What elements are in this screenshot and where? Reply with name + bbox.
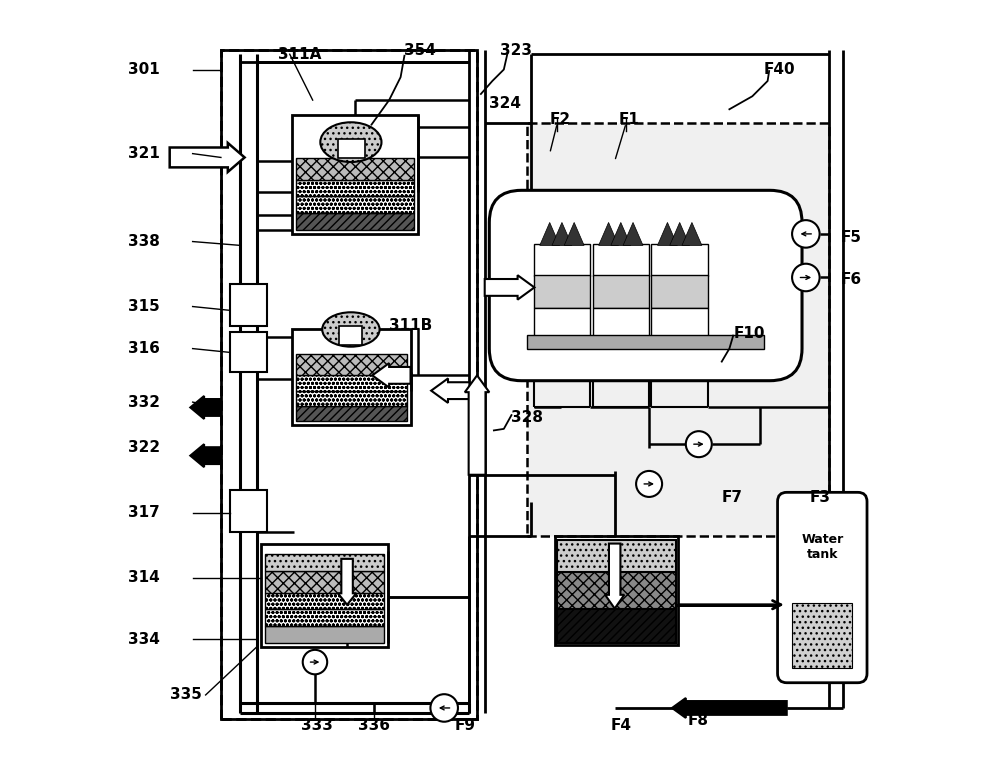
Bar: [651, 244, 708, 276]
Circle shape: [792, 264, 820, 291]
FancyBboxPatch shape: [489, 190, 802, 381]
Circle shape: [303, 650, 327, 674]
Text: F10: F10: [733, 326, 765, 341]
FancyArrow shape: [672, 698, 787, 718]
Polygon shape: [564, 222, 584, 245]
Text: F6: F6: [840, 272, 861, 287]
FancyBboxPatch shape: [778, 493, 867, 683]
Bar: [261, 544, 388, 647]
Bar: [651, 275, 708, 308]
Text: F4: F4: [611, 718, 632, 733]
Polygon shape: [552, 222, 572, 245]
Bar: [557, 540, 676, 574]
Circle shape: [686, 431, 712, 457]
Text: 334: 334: [128, 632, 160, 647]
Bar: [593, 275, 649, 308]
FancyArrow shape: [605, 544, 624, 608]
Bar: [265, 609, 384, 626]
Bar: [265, 555, 384, 571]
Bar: [230, 283, 267, 326]
Circle shape: [430, 694, 458, 722]
Bar: [527, 335, 764, 349]
FancyArrow shape: [431, 378, 469, 403]
Bar: [296, 354, 407, 375]
Bar: [534, 308, 590, 341]
Polygon shape: [599, 222, 619, 245]
Text: 336: 336: [358, 718, 390, 733]
Bar: [296, 159, 414, 179]
Text: F7: F7: [722, 490, 743, 506]
Polygon shape: [658, 222, 677, 245]
Bar: [292, 116, 418, 234]
Text: 316: 316: [128, 341, 160, 356]
Bar: [527, 123, 829, 536]
Bar: [230, 490, 267, 532]
Bar: [792, 603, 852, 668]
Bar: [534, 275, 590, 308]
Text: 332: 332: [128, 394, 160, 410]
Bar: [221, 51, 477, 719]
Text: 328: 328: [511, 410, 543, 425]
Text: F1: F1: [619, 112, 639, 126]
Bar: [593, 308, 649, 341]
Bar: [557, 608, 676, 643]
Text: Water
tank: Water tank: [802, 533, 844, 561]
FancyArrow shape: [372, 363, 411, 388]
FancyArrow shape: [338, 559, 356, 604]
Text: F5: F5: [840, 231, 861, 245]
Text: 311A: 311A: [278, 47, 322, 62]
Bar: [296, 375, 407, 391]
Circle shape: [636, 471, 662, 497]
Bar: [555, 536, 678, 645]
Ellipse shape: [322, 313, 380, 347]
Bar: [296, 213, 414, 230]
FancyArrow shape: [465, 375, 489, 475]
Text: 323: 323: [500, 43, 532, 58]
Bar: [296, 391, 407, 406]
Ellipse shape: [320, 123, 381, 162]
Bar: [534, 244, 590, 276]
Text: F9: F9: [455, 718, 476, 733]
FancyArrow shape: [190, 444, 221, 467]
Polygon shape: [540, 222, 560, 245]
Bar: [221, 51, 477, 719]
Circle shape: [792, 220, 820, 247]
Text: 317: 317: [128, 506, 160, 520]
Bar: [296, 406, 407, 421]
Text: F8: F8: [687, 713, 708, 728]
Bar: [292, 329, 411, 425]
Text: 324: 324: [489, 97, 521, 111]
Bar: [557, 572, 676, 608]
Text: 315: 315: [128, 299, 160, 314]
Bar: [265, 571, 384, 593]
FancyArrow shape: [485, 275, 534, 300]
Text: F2: F2: [550, 112, 571, 126]
Text: 338: 338: [128, 234, 160, 249]
FancyArrow shape: [190, 396, 221, 419]
Text: 354: 354: [404, 43, 436, 58]
Text: 301: 301: [128, 62, 160, 77]
Text: 322: 322: [128, 440, 160, 456]
Bar: [296, 196, 414, 213]
Bar: [651, 308, 708, 341]
Polygon shape: [682, 222, 702, 245]
Polygon shape: [623, 222, 643, 245]
Bar: [265, 626, 384, 643]
FancyArrow shape: [170, 143, 245, 172]
Text: 314: 314: [128, 571, 160, 585]
Bar: [230, 332, 267, 372]
Text: F40: F40: [764, 62, 795, 77]
Bar: [339, 326, 362, 345]
Bar: [265, 593, 384, 609]
Polygon shape: [611, 222, 631, 245]
Bar: [593, 244, 649, 276]
Text: 335: 335: [170, 687, 202, 702]
Bar: [338, 139, 365, 159]
Polygon shape: [670, 222, 690, 245]
Text: 333: 333: [301, 718, 332, 733]
Bar: [296, 179, 414, 196]
Text: F3: F3: [810, 490, 831, 506]
Text: 311B: 311B: [389, 318, 432, 333]
Text: 321: 321: [128, 146, 160, 161]
